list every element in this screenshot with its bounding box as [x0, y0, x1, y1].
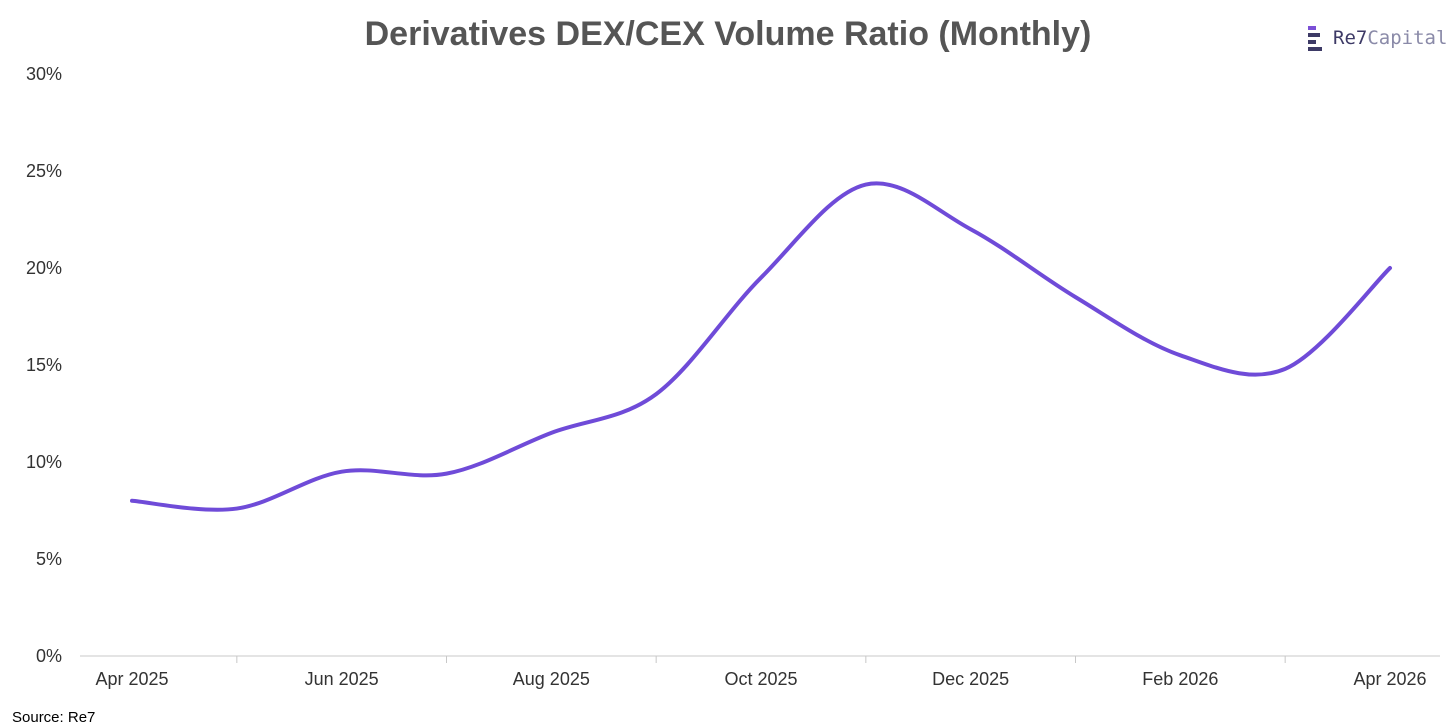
y-axis: 0% 5% 10% 15% 20% 25% 30%: [26, 64, 62, 666]
logo-icon: [1308, 26, 1322, 51]
x-tick-label: Feb 2026: [1142, 669, 1218, 689]
brand-name: Re7Capital: [1333, 27, 1447, 49]
x-tick-label: Dec 2025: [932, 669, 1009, 689]
y-tick-label: 30%: [26, 64, 62, 84]
brand-name-part2: Capital: [1367, 27, 1447, 49]
x-tick-label: Apr 2025: [95, 669, 168, 689]
x-tick-label: Jun 2025: [305, 669, 379, 689]
chart-title: Derivatives DEX/CEX Volume Ratio (Monthl…: [365, 15, 1092, 53]
source-note: Source: Re7: [12, 709, 95, 726]
y-tick-label: 20%: [26, 258, 62, 278]
x-tick-label: Oct 2025: [724, 669, 797, 689]
x-tick-label: Aug 2025: [513, 669, 590, 689]
y-tick-label: 0%: [36, 646, 62, 666]
y-tick-label: 5%: [36, 549, 62, 569]
y-tick-label: 10%: [26, 452, 62, 472]
x-tick-label: Apr 2026: [1353, 669, 1426, 689]
y-tick-label: 15%: [26, 355, 62, 375]
series-line: [130, 181, 1392, 512]
y-tick-label: 25%: [26, 161, 62, 181]
brand-logo: Re7Capital: [1308, 26, 1447, 51]
brand-name-part1: Re7: [1333, 27, 1367, 49]
x-axis: Apr 2025 Jun 2025 Aug 2025 Oct 2025 Dec 2025…: [95, 656, 1427, 689]
